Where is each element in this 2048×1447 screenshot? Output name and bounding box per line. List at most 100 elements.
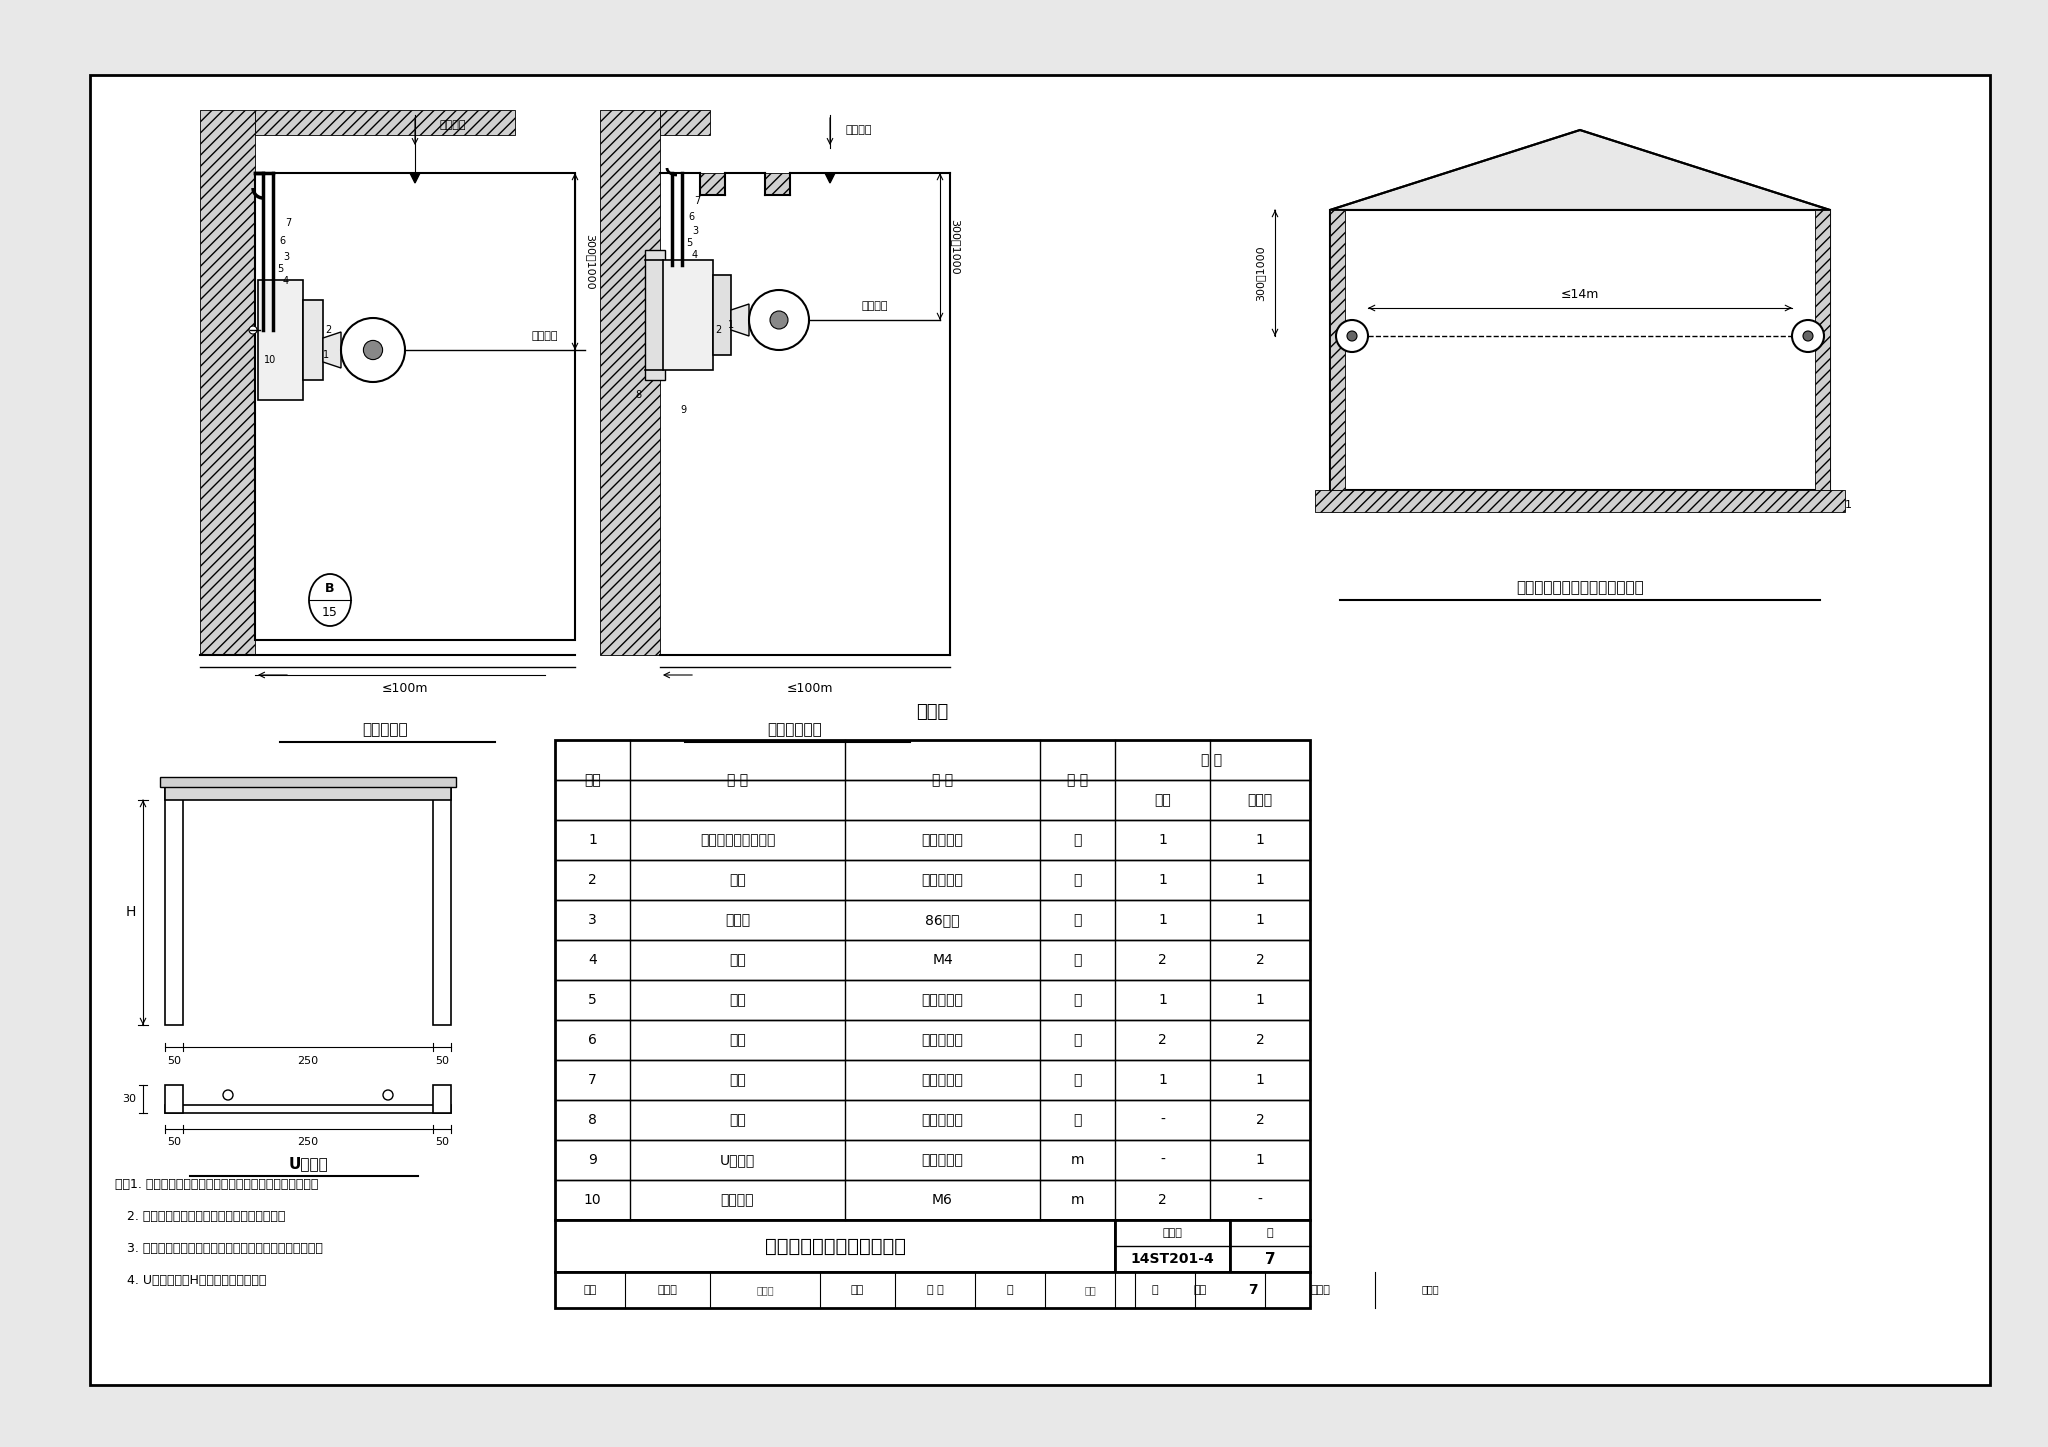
Text: 2: 2 [1157, 1192, 1167, 1207]
Text: 5: 5 [276, 263, 283, 273]
Bar [664, 260, 713, 370]
Text: 个: 个 [1073, 873, 1081, 887]
Text: 1: 1 [1255, 833, 1264, 846]
Text: 10: 10 [584, 1192, 602, 1207]
Text: 3: 3 [588, 913, 596, 928]
Polygon shape [731, 304, 750, 336]
Text: 姚凤岚: 姚凤岚 [657, 1285, 678, 1295]
Text: 个: 个 [1073, 833, 1081, 846]
Text: 50: 50 [434, 1137, 449, 1147]
Text: 1: 1 [324, 350, 330, 360]
Text: 10: 10 [264, 355, 276, 365]
Text: 数 量: 数 量 [1200, 752, 1223, 767]
Text: 根: 根 [1073, 954, 1081, 967]
Text: -: - [1159, 1113, 1165, 1127]
Text: ≤14m: ≤14m [1561, 288, 1599, 301]
Bar [432, 786, 451, 1024]
Text: 5: 5 [588, 993, 596, 1007]
Text: 1: 1 [1157, 993, 1167, 1007]
Text: 绘: 绘 [1008, 1285, 1014, 1295]
Text: 护口: 护口 [729, 993, 745, 1007]
Text: 2: 2 [1255, 954, 1264, 967]
Text: ≤100m: ≤100m [786, 683, 834, 696]
Text: 1: 1 [1255, 873, 1264, 887]
Text: 1: 1 [1157, 1074, 1167, 1087]
Text: 见设计选型: 见设计选型 [922, 833, 963, 846]
Text: 50: 50 [168, 1056, 180, 1066]
Bar [555, 1272, 1311, 1308]
Text: 6: 6 [588, 1033, 596, 1048]
Bar [166, 1106, 451, 1113]
Text: 6: 6 [279, 236, 285, 246]
Bar [645, 250, 666, 381]
Bar [1231, 1220, 1311, 1272]
Text: 300－1000: 300－1000 [950, 218, 961, 275]
Text: 9: 9 [588, 1153, 596, 1166]
Text: 3: 3 [283, 252, 289, 262]
Text: 1: 1 [1157, 913, 1167, 928]
Text: B: B [326, 582, 334, 595]
Circle shape [1802, 331, 1812, 341]
Text: 设计: 设计 [1194, 1285, 1206, 1295]
Text: 7: 7 [1266, 1252, 1276, 1266]
Text: 红外光束: 红外光束 [532, 331, 559, 341]
Bar [555, 1220, 1114, 1272]
Bar [258, 281, 303, 399]
Text: 9: 9 [680, 405, 686, 415]
Text: m: m [1071, 1192, 1083, 1207]
Text: 红外光束: 红外光束 [862, 301, 889, 311]
Bar [700, 174, 725, 195]
Bar [1815, 210, 1831, 491]
Circle shape [250, 326, 256, 334]
Text: 李俊青: 李俊青 [1311, 1285, 1329, 1295]
Text: 1: 1 [1157, 833, 1167, 846]
Text: 2: 2 [1157, 954, 1167, 967]
Text: 8: 8 [588, 1113, 596, 1127]
Text: 300－1000: 300－1000 [1255, 245, 1266, 301]
Text: 2: 2 [1255, 1033, 1264, 1048]
Text: M6: M6 [932, 1192, 952, 1207]
Text: 6: 6 [688, 213, 694, 221]
Text: 86系列: 86系列 [926, 913, 961, 928]
Text: 1: 1 [1255, 1153, 1264, 1166]
Polygon shape [825, 174, 836, 182]
Text: 王涛: 王涛 [1083, 1285, 1096, 1295]
Text: 2: 2 [1157, 1033, 1167, 1048]
Text: 4. U型支架高度H详见具体设计要求。: 4. U型支架高度H详见具体设计要求。 [115, 1275, 266, 1288]
Text: 姚风岚: 姚风岚 [756, 1285, 774, 1295]
Text: 30: 30 [123, 1094, 135, 1104]
Text: 单 位: 单 位 [1067, 773, 1087, 787]
Text: 4: 4 [692, 250, 698, 260]
Text: 1: 1 [1157, 873, 1167, 887]
Text: 材料表: 材料表 [915, 703, 948, 721]
Text: 页: 页 [1151, 1285, 1159, 1295]
Text: 校对: 校对 [850, 1285, 864, 1295]
Text: 见设计选型: 见设计选型 [922, 1153, 963, 1166]
Text: ≤100m: ≤100m [381, 683, 428, 696]
Bar [1329, 210, 1346, 491]
Text: 个: 个 [1073, 993, 1081, 1007]
Text: 见设计选型: 见设计选型 [922, 1074, 963, 1087]
Bar [160, 777, 457, 787]
Text: 250: 250 [297, 1137, 319, 1147]
Text: 个: 个 [1073, 1113, 1081, 1127]
Text: 个: 个 [1073, 1033, 1081, 1048]
Text: 见设计选型: 见设计选型 [922, 873, 963, 887]
Text: 注：1. 红外光束探测器可安装于墙壁，也可安装于天花板。: 注：1. 红外光束探测器可安装于墙壁，也可安装于天花板。 [115, 1178, 317, 1191]
Text: 1: 1 [1845, 501, 1851, 509]
Text: 2: 2 [326, 326, 332, 336]
Text: H: H [125, 906, 135, 919]
Circle shape [1335, 320, 1368, 352]
Text: 管卡: 管卡 [729, 1074, 745, 1087]
Text: U型支架: U型支架 [721, 1153, 756, 1166]
Text: m: m [1071, 1153, 1083, 1166]
Text: 7: 7 [694, 195, 700, 205]
Text: 3: 3 [692, 226, 698, 236]
Text: 顶棚标高: 顶棚标高 [846, 124, 872, 135]
Bar [303, 300, 324, 381]
Text: 7: 7 [285, 218, 291, 229]
Text: 彩钢板安装图: 彩钢板安装图 [768, 722, 823, 738]
Text: 2: 2 [1255, 1113, 1264, 1127]
Text: 底座: 底座 [729, 873, 745, 887]
Text: 规 格: 规 格 [932, 773, 952, 787]
